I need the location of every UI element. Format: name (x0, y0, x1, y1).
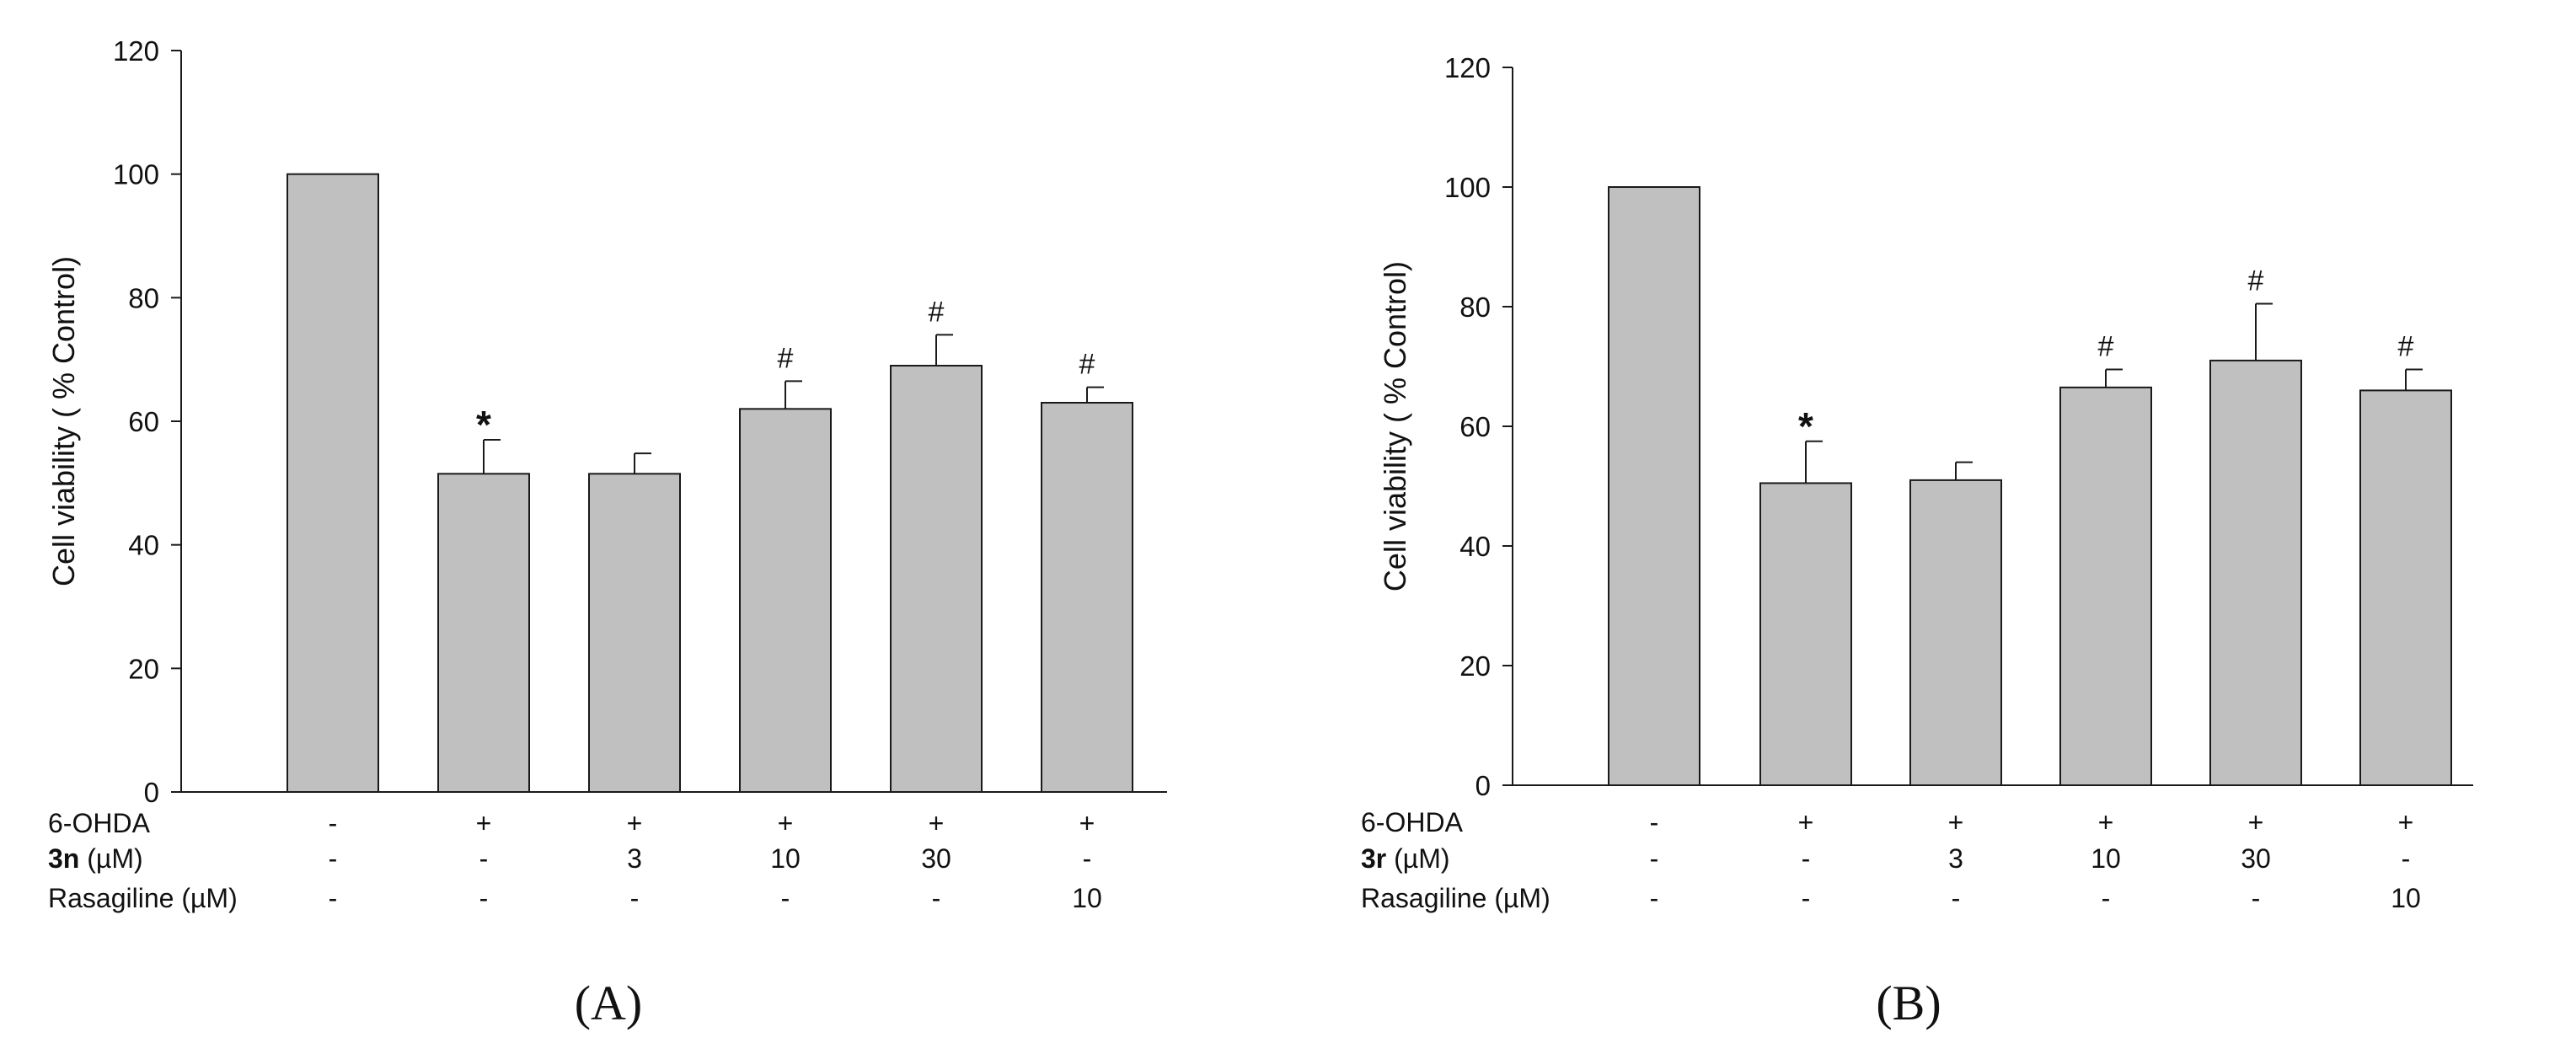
treatment-value: - (932, 883, 941, 913)
treatment-row-label: 3n (µM) (48, 843, 143, 874)
treatment-value: + (778, 808, 794, 838)
significance-marker: # (1079, 349, 1095, 381)
treatment-value: 30 (2241, 843, 2271, 874)
bar (1759, 482, 1852, 786)
y-tick-label: 100 (1444, 172, 1491, 203)
chart-panel-a: 0 20 40 60 80 100 120 Cell viability ( % Contro… (46, 35, 1167, 1030)
treatment-value: - (2402, 843, 2411, 874)
treatment-value: - (1083, 843, 1092, 874)
bar (437, 473, 530, 793)
significance-marker: # (929, 296, 945, 328)
y-tick-label: 40 (1459, 531, 1491, 562)
y-tick-label: 20 (1459, 650, 1491, 682)
y-tick-label: 120 (113, 35, 159, 67)
treatment-value: 10 (2091, 843, 2121, 874)
y-tick-label: 0 (1475, 770, 1491, 801)
treatment-value: - (781, 883, 790, 913)
treatment-value: 3 (1948, 843, 1963, 874)
y-tick-label: 40 (128, 530, 159, 561)
bar (287, 173, 379, 793)
treatment-value: - (630, 883, 640, 913)
significance-marker: * (476, 403, 491, 447)
treatment-value: - (1952, 883, 1961, 913)
treatment-label-text: (µM) (1386, 843, 1449, 874)
treatment-row-label: 3r (µM) (1361, 843, 1450, 874)
treatment-label-text: 6-OHDA (1361, 807, 1464, 837)
treatment-label-text: 6-OHDA (48, 808, 151, 838)
significance-marker: # (2248, 265, 2264, 297)
treatment-value: + (1948, 807, 1964, 837)
treatment-value: - (329, 843, 338, 874)
treatment-value: 30 (921, 843, 951, 874)
treatment-label-text: Rasagiline (µM) (48, 883, 238, 913)
y-tick-label: 100 (113, 159, 159, 190)
treatment-value: + (1079, 808, 1095, 838)
y-tick-label: 20 (128, 653, 159, 684)
bar (2359, 389, 2452, 786)
compound-name: 3r (1361, 843, 1386, 874)
treatment-value: - (2252, 883, 2261, 913)
treatment-row-label: Rasagiline (µM) (48, 883, 238, 913)
treatment-value: - (1802, 883, 1811, 913)
compound-name: 3n (48, 843, 79, 874)
treatment-value: 10 (1072, 883, 1102, 913)
chart-panel-b: 0 20 40 60 80 100 120 Cell viability ( % Contro… (1361, 52, 2473, 1030)
y-axis-label: Cell viability ( % Control) (46, 256, 81, 586)
bar (1041, 402, 1133, 793)
treatment-value: - (479, 843, 489, 874)
significance-marker: # (2098, 331, 2114, 363)
treatment-value: - (329, 808, 338, 838)
treatment-value: 10 (2391, 883, 2421, 913)
treatment-label-text: (µM) (79, 843, 142, 874)
treatment-value: 3 (627, 843, 642, 874)
y-tick-label: 80 (128, 282, 159, 313)
y-tick-label: 60 (128, 406, 159, 437)
y-tick-label: 80 (1459, 292, 1491, 323)
treatment-value: - (479, 883, 489, 913)
treatment-label-text: Rasagiline (µM) (1361, 883, 1550, 913)
y-tick-label: 120 (1444, 52, 1491, 83)
bar (739, 408, 832, 793)
treatment-value: - (1802, 843, 1811, 874)
bar (1909, 479, 2002, 787)
treatment-value: - (1650, 807, 1659, 837)
treatment-value: + (929, 808, 945, 838)
bar (2059, 386, 2152, 786)
treatment-value: + (476, 808, 492, 838)
bar (588, 473, 681, 793)
bar (1608, 186, 1700, 786)
significance-marker: * (1798, 404, 1813, 448)
significance-marker: # (2398, 331, 2414, 363)
treatment-value: - (329, 883, 338, 913)
treatment-value: - (2102, 883, 2111, 913)
treatment-value: + (627, 808, 643, 838)
bar (890, 365, 983, 793)
treatment-row-label: Rasagiline (µM) (1361, 883, 1550, 913)
panel-label: (B) (1876, 976, 1941, 1030)
treatment-value: - (1650, 883, 1659, 913)
treatment-value: 10 (770, 843, 801, 874)
treatment-value: - (1650, 843, 1659, 874)
treatment-value: + (2398, 807, 2414, 837)
y-axis-label: Cell viability ( % Control) (1378, 261, 1412, 591)
treatment-row-label: 6-OHDA (1361, 807, 1464, 837)
y-tick-label: 0 (144, 777, 159, 808)
y-tick-label: 60 (1459, 411, 1491, 442)
treatment-row-label: 6-OHDA (48, 808, 151, 838)
panel-label: (A) (575, 976, 643, 1030)
treatment-value: + (1798, 807, 1814, 837)
significance-marker: # (778, 342, 794, 374)
treatment-value: + (2098, 807, 2114, 837)
bar (2209, 359, 2302, 786)
treatment-value: + (2248, 807, 2264, 837)
